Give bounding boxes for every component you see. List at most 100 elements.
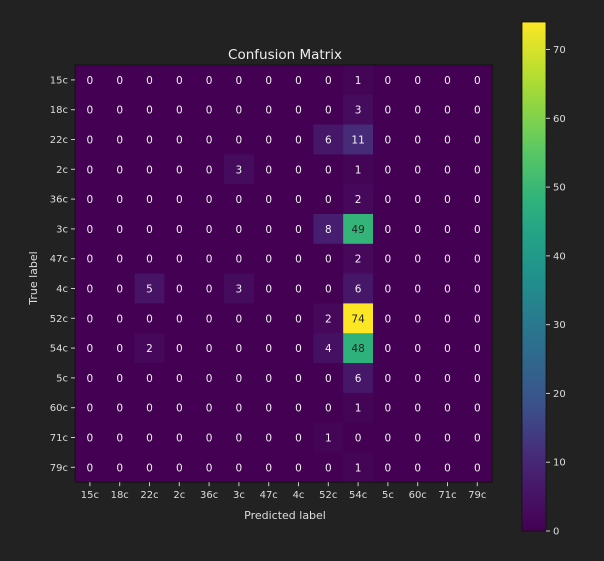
- cell-value-label: 0: [265, 433, 272, 445]
- colorbar-tick-label: 70: [553, 45, 566, 56]
- cell-value-label: 0: [385, 343, 392, 355]
- heatmap-cell: [134, 65, 165, 96]
- cell-value-label: 0: [295, 462, 302, 474]
- heatmap-cell: [104, 363, 135, 394]
- cell-value-label: 0: [295, 254, 302, 266]
- cell-value-label: 0: [146, 254, 153, 266]
- heatmap-cell: [373, 303, 404, 334]
- heatmap-cell: [313, 243, 344, 274]
- cell-value-label: 0: [87, 135, 94, 147]
- cell-value-label: 0: [265, 105, 272, 117]
- heatmap-cell: [373, 154, 404, 185]
- y-tick-label: 2c: [56, 165, 68, 176]
- x-axis-ticks: 15c 18c 22c 2c 36c 3c 47c 4c 52c 54c 5c 60c 71c 79c: [81, 482, 486, 501]
- heatmap-cell: [224, 392, 255, 423]
- cell-value-label: 0: [116, 224, 123, 236]
- heatmap-cell: [402, 392, 433, 423]
- heatmap-cell: [194, 363, 225, 394]
- cell-value-label: 0: [444, 105, 451, 117]
- cell-value-label: 0: [325, 75, 332, 87]
- y-axis-label: True label: [27, 251, 40, 305]
- cell-value-label: 2: [325, 313, 332, 325]
- cell-value-label: 0: [474, 75, 481, 87]
- cell-value-label: 0: [265, 284, 272, 296]
- cell-value-label: 0: [265, 164, 272, 176]
- cell-value-label: 0: [414, 254, 421, 266]
- cell-value-label: 0: [236, 254, 243, 266]
- cell-value-label: 0: [325, 105, 332, 117]
- cell-value-label: 0: [474, 433, 481, 445]
- heatmap-cell: [194, 422, 225, 453]
- heatmap-cell: [402, 154, 433, 185]
- cell-value-label: 0: [295, 135, 302, 147]
- heatmap-cell: [134, 392, 165, 423]
- heatmap-cell: [402, 94, 433, 125]
- heatmap-cell: [75, 273, 106, 304]
- heatmap-cell: [104, 422, 135, 453]
- cell-value-label: 0: [474, 254, 481, 266]
- cell-value-label: 0: [265, 224, 272, 236]
- x-tick-label: 36c: [200, 490, 218, 501]
- heatmap-cell: [373, 94, 404, 125]
- heatmap-cell: [134, 273, 165, 304]
- cell-value-label: 0: [236, 75, 243, 87]
- heatmap-cell: [283, 333, 314, 364]
- cell-value-label: 0: [295, 403, 302, 415]
- cell-value-label: 0: [414, 224, 421, 236]
- cell-value-label: 0: [206, 164, 213, 176]
- heatmap-cell: [313, 422, 344, 453]
- x-tick-label: 18c: [111, 490, 129, 501]
- x-tick-label: 47c: [260, 490, 278, 501]
- heatmap-cell: [313, 333, 344, 364]
- cell-value-label: 0: [444, 284, 451, 296]
- cell-value-label: 0: [385, 254, 392, 266]
- heatmap-cell: [432, 124, 463, 155]
- cell-value-label: 1: [355, 164, 362, 176]
- heatmap-cell: [283, 422, 314, 453]
- colorbar-tick-label: 60: [553, 114, 566, 125]
- cell-value-label: 1: [355, 403, 362, 415]
- cell-value-label: 0: [206, 224, 213, 236]
- cell-value-label: 0: [146, 194, 153, 206]
- heatmap-cell: [164, 65, 195, 96]
- heatmap-cell: [402, 363, 433, 394]
- cell-value-label: 0: [474, 462, 481, 474]
- cell-value-label: 0: [206, 313, 213, 325]
- heatmap-cell: [283, 65, 314, 96]
- cell-value-label: 0: [206, 105, 213, 117]
- heatmap-cell: [75, 124, 106, 155]
- heatmap-cell: [373, 422, 404, 453]
- cell-value-label: 0: [87, 224, 94, 236]
- heatmap-cell: [253, 94, 284, 125]
- cell-value-label: 0: [325, 462, 332, 474]
- heatmap-cell: [343, 303, 374, 334]
- heatmap-cell: [402, 452, 433, 483]
- heatmap-cell: [462, 124, 493, 155]
- cell-value-label: 0: [206, 135, 213, 147]
- cell-value-label: 0: [265, 403, 272, 415]
- cell-value-label: 0: [116, 75, 123, 87]
- cell-value-label: 0: [444, 164, 451, 176]
- heatmap-cell: [432, 243, 463, 274]
- heatmap-cell: [432, 303, 463, 334]
- cell-value-label: 0: [176, 105, 183, 117]
- cell-value-label: 0: [116, 105, 123, 117]
- cell-value-label: 0: [206, 254, 213, 266]
- colorbar-tick-label: 10: [553, 458, 566, 469]
- cell-value-label: 0: [146, 313, 153, 325]
- heatmap-cell: [75, 214, 106, 245]
- cell-value-label: 0: [385, 462, 392, 474]
- cell-value-label: 0: [87, 343, 94, 355]
- cell-value-label: 0: [87, 194, 94, 206]
- heatmap-cell: [253, 184, 284, 215]
- heatmap-cell: [283, 214, 314, 245]
- cell-value-label: 0: [295, 75, 302, 87]
- cell-value-label: 0: [385, 373, 392, 385]
- cell-value-label: 4: [325, 343, 332, 355]
- heatmap-cell: [343, 243, 374, 274]
- cell-value-label: 0: [295, 313, 302, 325]
- cell-value-label: 0: [444, 313, 451, 325]
- heatmap-cell: [134, 303, 165, 334]
- cell-value-label: 0: [325, 194, 332, 206]
- heatmap-cell: [134, 154, 165, 185]
